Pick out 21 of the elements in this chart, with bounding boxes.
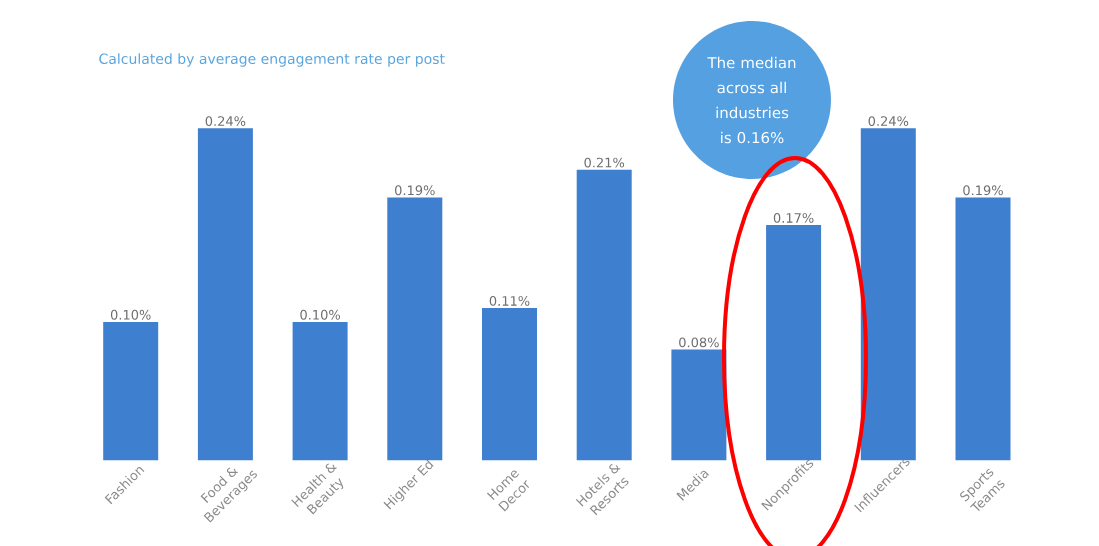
data-label: 0.10% [110,309,151,320]
data-label: 0.21% [584,157,625,168]
bar [576,169,632,461]
bar [292,321,348,461]
data-label: 0.19% [395,185,435,196]
bar [481,308,537,461]
data-label: 0.24% [205,116,246,127]
bar [103,321,159,461]
bar [671,349,727,461]
data-label: 0.17% [773,213,814,223]
chart-title: Calculated by average engagement rate per post [99,53,445,67]
bar [766,225,822,461]
data-label: 0.08% [679,337,719,348]
data-label: 0.10% [300,309,341,320]
data-label: 0.11% [489,296,530,306]
bar [197,128,253,461]
bar [387,197,443,461]
data-label: 0.24% [868,116,909,127]
annotation: The median across all industries is 0.16% [707,56,796,144]
bar [955,197,1011,461]
data-label: 0.19% [963,185,1003,196]
